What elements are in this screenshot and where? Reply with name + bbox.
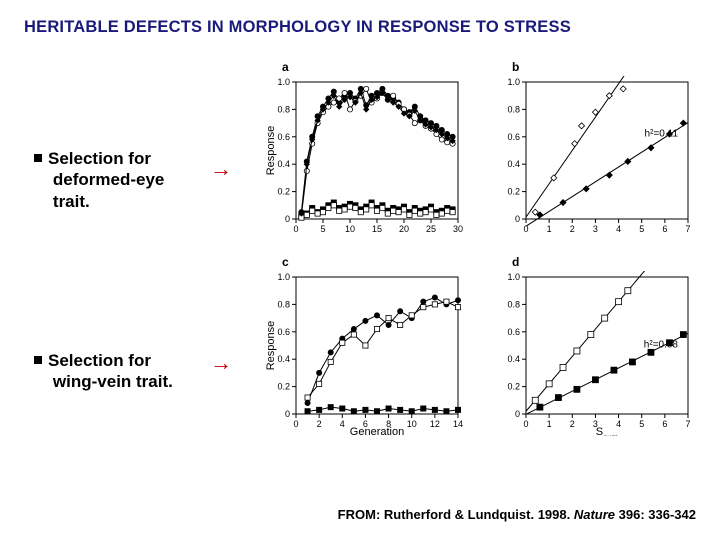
svg-text:Generation: Generation	[350, 426, 404, 436]
citation-prefix: FROM:	[338, 507, 384, 522]
chart-svg: 0123456700.20.40.60.81.0Scumh²=0.17h²=0.…	[494, 271, 694, 436]
svg-text:12: 12	[430, 419, 440, 429]
svg-text:h²=0.08: h²=0.08	[644, 339, 679, 350]
chart-svg: 0123456700.20.40.60.81.0h²=0.33h²=0.11	[494, 76, 694, 241]
citation-authors: Rutherford & Lundquist. 1998.	[384, 507, 574, 522]
svg-text:0: 0	[293, 224, 298, 234]
panel-c: c 0246810121400.20.40.60.81.0ResponseGen…	[264, 271, 464, 436]
citation-rest: 396: 336-342	[615, 507, 696, 522]
svg-text:1.0: 1.0	[507, 77, 520, 87]
svg-text:0.4: 0.4	[277, 354, 290, 364]
svg-text:0.2: 0.2	[507, 187, 520, 197]
svg-text:2: 2	[570, 419, 575, 429]
svg-text:Response: Response	[265, 126, 277, 176]
svg-text:0: 0	[293, 419, 298, 429]
svg-text:6: 6	[662, 419, 667, 429]
panel-a-label: a	[282, 60, 289, 74]
svg-text:7: 7	[685, 419, 690, 429]
bullet-eye: Selection for deformed-eye trait.	[34, 148, 164, 212]
svg-text:0: 0	[285, 214, 290, 224]
bullet-square-icon	[34, 154, 42, 162]
svg-text:0: 0	[285, 409, 290, 419]
svg-text:1.0: 1.0	[277, 272, 290, 282]
svg-text:0.6: 0.6	[507, 327, 520, 337]
panel-b: b 0123456700.20.40.60.81.0h²=0.33h²=0.11	[494, 76, 694, 241]
svg-text:10: 10	[407, 419, 417, 429]
svg-text:0.4: 0.4	[507, 354, 520, 364]
svg-text:5: 5	[320, 224, 325, 234]
chart-svg: 0246810121400.20.40.60.81.0ResponseGener…	[264, 271, 464, 436]
bullet-eye-l2: deformed-eye	[53, 170, 164, 189]
svg-text:0.8: 0.8	[507, 104, 520, 114]
svg-text:1.0: 1.0	[507, 272, 520, 282]
svg-text:0.8: 0.8	[507, 299, 520, 309]
svg-text:2: 2	[317, 419, 322, 429]
svg-text:0.2: 0.2	[277, 187, 290, 197]
svg-text:0.6: 0.6	[507, 132, 520, 142]
svg-text:0.2: 0.2	[277, 382, 290, 392]
svg-text:5: 5	[639, 419, 644, 429]
panel-a: a 05101520253000.20.40.60.81.0Response	[264, 76, 464, 241]
citation: FROM: Rutherford & Lundquist. 1998. Natu…	[338, 507, 696, 522]
svg-text:0.2: 0.2	[507, 382, 520, 392]
svg-text:0: 0	[515, 409, 520, 419]
svg-text:0: 0	[515, 214, 520, 224]
svg-text:1: 1	[547, 419, 552, 429]
svg-text:3: 3	[593, 224, 598, 234]
svg-text:10: 10	[345, 224, 355, 234]
svg-text:4: 4	[616, 419, 621, 429]
arrow-wing: →	[210, 350, 232, 376]
chart-svg: 0 5 10 15 20 25 30 0 0.2 0.4 0.6 0.8 1.0 Response	[264, 76, 464, 241]
bullet-eye-l1: Selection for	[48, 149, 151, 168]
svg-text:h²=0.11: h²=0.11	[645, 129, 679, 140]
svg-text:4: 4	[340, 419, 345, 429]
svg-text:2: 2	[570, 224, 575, 234]
svg-text:7: 7	[685, 224, 690, 234]
panel-d: d 0123456700.20.40.60.81.0Scumh²=0.17h²=…	[494, 271, 694, 436]
panel-b-label: b	[512, 60, 519, 74]
panel-c-label: c	[282, 255, 289, 269]
bullet-wing-l1: Selection for	[48, 351, 151, 370]
svg-text:14: 14	[453, 419, 463, 429]
svg-text:0.4: 0.4	[277, 159, 290, 169]
svg-text:0.8: 0.8	[277, 104, 290, 114]
panel-d-label: d	[512, 255, 519, 269]
svg-text:30: 30	[453, 224, 463, 234]
svg-text:0.4: 0.4	[507, 159, 520, 169]
svg-text:6: 6	[662, 224, 667, 234]
bullet-wing: Selection for wing-vein trait.	[34, 350, 173, 393]
svg-text:1.0: 1.0	[277, 77, 290, 87]
arrow-eye: →	[210, 156, 232, 182]
svg-text:25: 25	[426, 224, 436, 234]
bullet-square-icon	[34, 356, 42, 364]
figure-panels: a 05101520253000.20.40.60.81.0Response b…	[264, 76, 704, 456]
svg-text:5: 5	[639, 224, 644, 234]
svg-text:15: 15	[372, 224, 382, 234]
bullet-wing-l2: wing-vein trait.	[53, 372, 173, 391]
page-title: HERITABLE DEFECTS IN MORPHOLOGY IN RESPO…	[24, 18, 708, 37]
svg-text:0: 0	[523, 419, 528, 429]
svg-text:Response: Response	[265, 321, 277, 371]
svg-text:0.8: 0.8	[277, 299, 290, 309]
bullet-eye-l3: trait.	[53, 192, 90, 211]
svg-text:0.6: 0.6	[277, 132, 290, 142]
svg-text:20: 20	[399, 224, 409, 234]
svg-text:1: 1	[547, 224, 552, 234]
citation-journal: Nature	[574, 507, 615, 522]
svg-text:0.6: 0.6	[277, 327, 290, 337]
svg-text:4: 4	[616, 224, 621, 234]
